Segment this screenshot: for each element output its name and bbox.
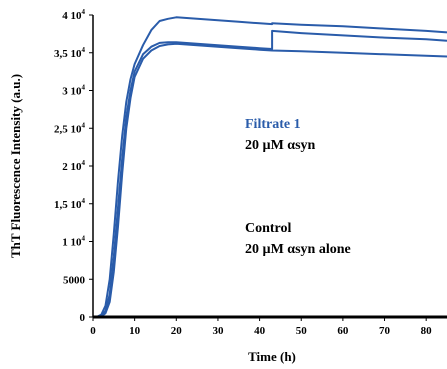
y-axis-title: ThT Fluorescence Intensity (a.u.): [8, 74, 23, 258]
x-tick-label: 60: [337, 325, 349, 337]
y-tick-label: 2,5 104: [54, 121, 86, 135]
x-tick-label: 0: [90, 325, 96, 337]
y-tick-label: 0: [80, 312, 86, 324]
annotation-control-title: Control: [245, 221, 292, 236]
x-tick-label: 30: [212, 325, 224, 337]
y-tick-label: 2 104: [62, 159, 85, 173]
x-axis-ticks: 0 10 20 30 40 50 60 70 80: [90, 317, 432, 337]
filtrate-series-line-1: [92, 16, 447, 318]
x-tick-label: 10: [129, 325, 141, 337]
x-tick-label: 40: [254, 325, 266, 337]
annotation-filtrate-conc: 20 µM αsyn: [245, 138, 316, 153]
y-tick-label: 4 104: [62, 8, 85, 22]
y-tick-label: 5000: [63, 274, 86, 286]
x-tick-label: 70: [379, 325, 391, 337]
y-tick-label: 3 104: [62, 84, 85, 98]
y-tick-label: 1,5 104: [54, 197, 86, 211]
y-tick-label: 1 104: [62, 235, 85, 249]
data-series: [92, 16, 447, 319]
filtrate-series-line-3: [92, 42, 447, 318]
annotation-control-conc: 20 µM αsyn alone: [245, 242, 351, 257]
annotation-filtrate-title: Filtrate 1: [245, 117, 301, 132]
y-axis-ticks: 0 5000 1 104 1,5 104 2 104 2,5 104 3 104 3,5 10…: [54, 8, 93, 324]
x-tick-label: 80: [421, 325, 433, 337]
x-axis-title: Time (h): [248, 349, 296, 364]
y-tick-label: 3,5 104: [54, 46, 86, 60]
x-tick-label: 20: [171, 325, 183, 337]
x-tick-label: 50: [296, 325, 308, 337]
filtrate-series-line-2: [92, 29, 447, 318]
